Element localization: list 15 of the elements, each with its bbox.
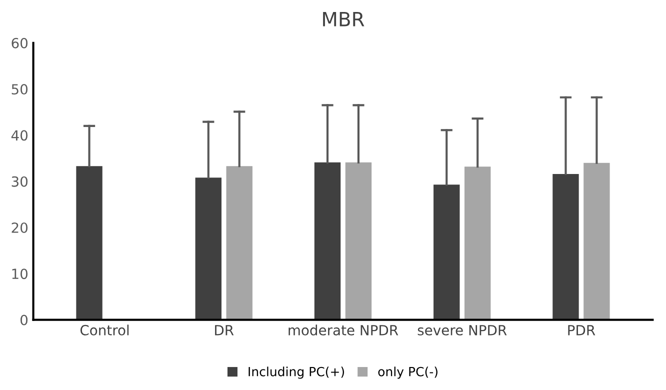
x-tick-label: Control <box>80 324 129 336</box>
legend-label: Including PC(+) <box>248 366 344 379</box>
y-tick-label: 40 <box>11 130 28 141</box>
y-tick-label: 0 <box>20 314 28 326</box>
chart-title: MBR <box>323 12 364 26</box>
x-tick-label: severe NPDR <box>418 325 507 336</box>
y-tick-label: 30 <box>12 176 28 187</box>
y-tick-label: 60 <box>12 38 28 48</box>
x-tick-label: DR <box>215 325 234 336</box>
y-tick-label: 50 <box>12 84 28 95</box>
y-tick-label: 10 <box>12 268 28 280</box>
x-tick-label: PDR <box>568 325 596 336</box>
y-tick-label: 20 <box>12 222 28 233</box>
legend-label: only PC(-) <box>378 366 438 379</box>
x-tick-label: moderate NPDR <box>288 324 398 336</box>
